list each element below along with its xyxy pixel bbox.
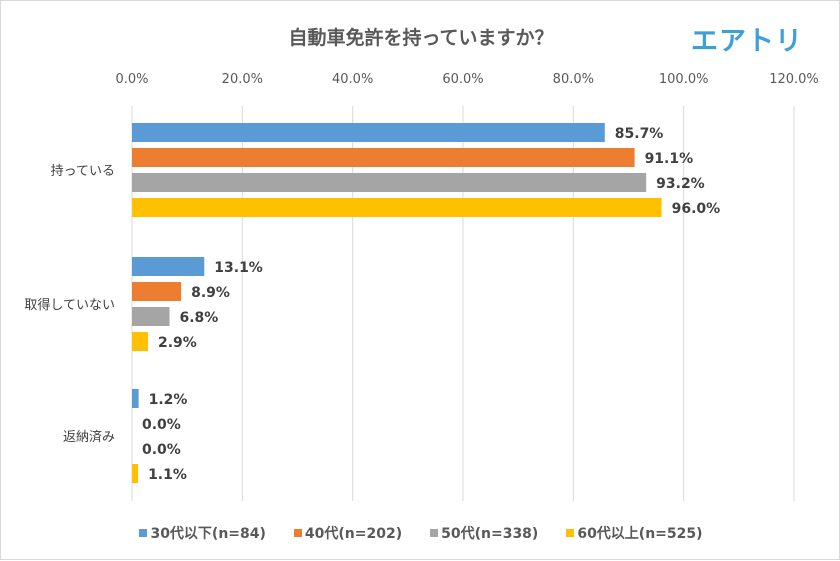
bar	[132, 198, 662, 217]
data-label: 0.0%	[142, 442, 181, 458]
bar	[132, 123, 605, 142]
legend-item: 60代以上(n=525)	[566, 523, 703, 543]
bar	[132, 257, 205, 276]
bar	[132, 307, 170, 326]
legend-item: 50代(n=338)	[430, 523, 538, 543]
data-label: 1.2%	[149, 392, 188, 408]
category-label: 返納済み	[63, 429, 115, 445]
category-label: 持っている	[51, 164, 115, 179]
x-tick-label: 60.0%	[442, 72, 483, 87]
bar	[132, 464, 139, 483]
x-tick-label: 20.0%	[222, 72, 263, 87]
bar	[132, 332, 148, 351]
data-label: 91.1%	[645, 151, 694, 167]
bar	[132, 148, 635, 167]
x-tick-label: 0.0%	[115, 72, 148, 87]
data-label: 96.0%	[672, 201, 721, 217]
x-tick-label: 100.0%	[659, 72, 709, 87]
x-tick-label: 40.0%	[332, 72, 373, 87]
data-label: 2.9%	[158, 335, 197, 351]
category-label: 取得していない	[24, 297, 115, 313]
legend-label: 50代(n=338)	[441, 526, 539, 542]
legend-label: 30代以下(n=84)	[150, 526, 266, 542]
data-label: 93.2%	[656, 176, 705, 192]
legend-swatch	[430, 529, 439, 537]
legend-label: 40代(n=202)	[304, 526, 403, 542]
legend-swatch	[293, 529, 302, 537]
bar	[132, 389, 139, 408]
data-label: 13.1%	[214, 260, 263, 276]
bar	[132, 282, 182, 301]
legend-item: 40代(n=202)	[293, 523, 403, 543]
logo: エアトリ	[691, 26, 803, 57]
chart-title: 自動車免許を持っていますか？	[288, 27, 554, 49]
legend-swatch	[139, 529, 148, 537]
legend-swatch	[566, 529, 575, 537]
legend-label: 60代以上(n=525)	[577, 526, 703, 542]
x-tick-label: 120.0%	[769, 72, 819, 87]
data-label: 8.9%	[191, 285, 230, 301]
legend-item: 30代以下(n=84)	[139, 523, 266, 543]
data-label: 0.0%	[142, 417, 181, 433]
data-label: 6.8%	[180, 310, 219, 326]
data-label: 85.7%	[615, 126, 664, 142]
data-label: 1.1%	[148, 467, 187, 483]
x-tick-label: 80.0%	[553, 72, 594, 87]
bar	[132, 173, 647, 192]
legend: 30代以下(n=84) 40代(n=202) 50代(n=338) 60代以上(n=5…	[1, 523, 840, 543]
